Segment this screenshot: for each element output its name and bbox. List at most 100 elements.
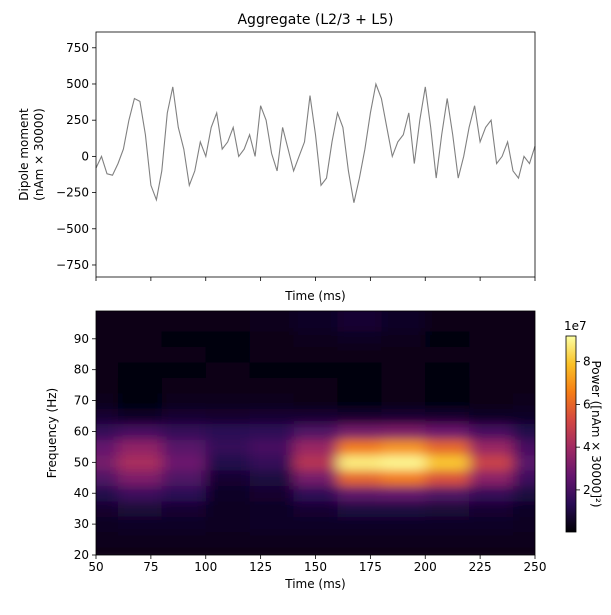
- colorbar-label: Power ([nAm × 30000]²): [589, 361, 603, 508]
- x-tick-label: 225: [469, 560, 492, 574]
- heatmap-cell: [425, 361, 470, 378]
- heatmap-cell: [205, 331, 251, 348]
- heatmap-cell: [513, 311, 535, 317]
- heatmap-cell: [161, 408, 207, 425]
- heatmap-cell: [469, 485, 514, 502]
- heatmap-cell: [293, 547, 338, 555]
- heatmap-cell: [96, 500, 119, 517]
- heatmap-cell: [513, 423, 535, 440]
- heatmap-cell: [381, 408, 426, 425]
- heatmap-cell: [161, 315, 207, 332]
- heatmap-cell: [469, 500, 514, 517]
- y-tick-label: 80: [74, 363, 89, 377]
- heatmap-cell: [161, 423, 207, 440]
- heatmap-cell: [293, 392, 338, 409]
- heatmap-cell: [381, 454, 426, 471]
- heatmap-cell: [425, 377, 470, 394]
- heatmap-cell: [337, 439, 382, 456]
- heatmap-cell: [469, 311, 514, 317]
- heatmap-cell: [513, 439, 535, 456]
- heatmap-cell: [249, 547, 295, 555]
- heatmap-cell: [293, 377, 338, 394]
- heatmap-cell: [425, 500, 470, 517]
- heatmap-cell: [205, 392, 251, 409]
- heatmap-cell: [96, 423, 119, 440]
- heatmap-cell: [117, 346, 163, 363]
- heatmap-cell: [381, 361, 426, 378]
- heatmap-cell: [293, 439, 338, 456]
- heatmap-cell: [249, 311, 295, 317]
- heatmap-cell: [513, 331, 535, 348]
- heatmap-cell: [293, 485, 338, 502]
- heatmap-cell: [205, 454, 251, 471]
- heatmap-cell: [205, 470, 251, 487]
- heatmap-cell: [425, 470, 470, 487]
- y-axis-label-line: (nAm × 30000): [32, 108, 46, 201]
- heatmap-cell: [96, 485, 119, 502]
- plot-frame: [95, 31, 536, 278]
- heatmap-cell: [96, 454, 119, 471]
- y-tick-label: 750: [66, 41, 89, 55]
- heatmap-cell: [205, 423, 251, 440]
- heatmap-cell: [381, 547, 426, 555]
- heatmap-cell: [117, 311, 163, 317]
- y-axis-label: Dipole moment(nAm × 30000): [17, 108, 46, 201]
- heatmap-cell: [381, 531, 426, 548]
- heatmap-cell: [96, 392, 119, 409]
- heatmap-cell: [96, 315, 119, 332]
- heatmap-cell: [469, 547, 514, 555]
- heatmap-cell: [96, 439, 119, 456]
- y-tick-label: 500: [66, 77, 89, 91]
- heatmap-cell: [117, 408, 163, 425]
- heatmap-cell: [513, 346, 535, 363]
- heatmap-cell: [117, 331, 163, 348]
- heatmap-cell: [96, 311, 119, 317]
- heatmap-cell: [293, 423, 338, 440]
- heatmap-cell: [469, 315, 514, 332]
- heatmap-cell: [249, 485, 295, 502]
- heatmap-cell: [337, 500, 382, 517]
- heatmap-cell: [249, 531, 295, 548]
- heatmap-blur: [96, 311, 535, 555]
- x-tick-label: 175: [359, 560, 382, 574]
- heatmap-cell: [513, 547, 535, 555]
- heatmap-cell: [96, 547, 119, 555]
- heatmap-cell: [205, 346, 251, 363]
- heatmap-cell: [96, 470, 119, 487]
- heatmap-cell: [381, 331, 426, 348]
- heatmap-cell: [469, 454, 514, 471]
- heatmap-cell: [96, 331, 119, 348]
- heatmap-cell: [205, 500, 251, 517]
- heatmap-cell: [469, 531, 514, 548]
- heatmap-cell: [469, 470, 514, 487]
- y-tick-label: 40: [74, 486, 89, 500]
- y-tick-label: 70: [74, 394, 89, 408]
- heatmap-cell: [293, 331, 338, 348]
- heatmap-cell: [117, 485, 163, 502]
- heatmap-cell: [96, 531, 119, 548]
- heatmap-cell: [96, 361, 119, 378]
- heatmap-cell: [161, 377, 207, 394]
- y-tick-label: −750: [56, 258, 89, 272]
- plot-frame: [95, 310, 536, 556]
- heatmap-cell: [205, 439, 251, 456]
- heatmap-cell: [293, 361, 338, 378]
- y-tick-label: 90: [74, 332, 89, 346]
- heatmap-cell: [249, 470, 295, 487]
- heatmap-cell: [205, 485, 251, 502]
- heatmap-cell: [381, 470, 426, 487]
- heatmap-cell: [381, 500, 426, 517]
- heatmap-cell: [513, 392, 535, 409]
- y-axis-label-line: Dipole moment: [17, 108, 31, 201]
- heatmap-cell: [293, 454, 338, 471]
- heatmap-cell: [381, 485, 426, 502]
- heatmap-cell: [161, 500, 207, 517]
- heatmap-cell: [161, 392, 207, 409]
- heatmap-cell: [96, 346, 119, 363]
- heatmap-cell: [96, 516, 119, 533]
- heatmap-cell: [205, 377, 251, 394]
- heatmap-cell: [469, 423, 514, 440]
- heatmap-cell: [425, 547, 470, 555]
- colorbar-tick-label: 8: [583, 355, 591, 369]
- line-series: [95, 81, 536, 203]
